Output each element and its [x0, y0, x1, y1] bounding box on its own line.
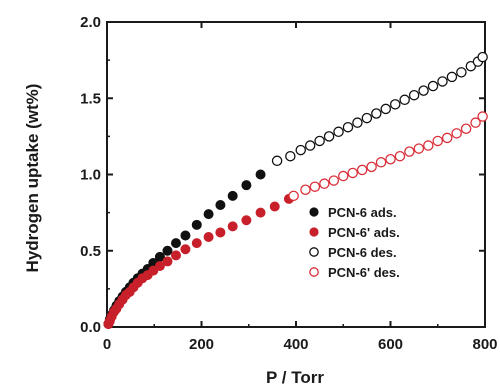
data-point: [192, 220, 201, 229]
x-tick-label: 200: [189, 336, 214, 353]
y-tick-label: 0.0: [80, 319, 101, 336]
x-tick-label: 800: [472, 336, 497, 353]
data-point: [329, 176, 338, 185]
data-point: [433, 136, 442, 145]
data-point: [452, 129, 461, 138]
data-point: [339, 171, 348, 180]
data-point: [405, 147, 414, 156]
data-point: [256, 208, 265, 217]
x-axis-title: P / Torr: [266, 368, 324, 387]
legend-marker: [310, 268, 318, 276]
data-point: [163, 246, 172, 255]
series-4: [289, 112, 487, 200]
data-point: [204, 210, 213, 219]
data-point: [301, 185, 310, 194]
data-point: [181, 245, 190, 254]
y-tick-label: 1.0: [80, 167, 101, 184]
legend-marker: [310, 248, 318, 256]
data-point: [320, 179, 329, 188]
y-axis-title: Hydrogen uptake (wt%): [23, 84, 42, 273]
legend-marker: [310, 228, 318, 236]
data-point: [216, 228, 225, 237]
data-point: [192, 239, 201, 248]
data-point: [343, 123, 352, 132]
data-point: [289, 191, 298, 200]
plot-area-border: [107, 22, 485, 327]
legend-label: PCN-6 des.: [328, 245, 397, 260]
x-tick-label: 600: [378, 336, 403, 353]
data-point: [171, 251, 180, 260]
y-tick-label: 2.0: [80, 14, 101, 31]
data-point: [367, 162, 376, 171]
data-series: [104, 52, 487, 328]
data-point: [358, 165, 367, 174]
data-point: [242, 181, 251, 190]
data-point: [353, 118, 362, 127]
axis-ticks: 0 200 400 600 800 0.0 0.5 1.0 1.5 2.0: [80, 14, 497, 353]
data-point: [443, 133, 452, 142]
legend-label: PCN-6 ads.: [328, 205, 397, 220]
data-point: [478, 52, 487, 61]
data-point: [315, 136, 324, 145]
y-tick-label: 0.5: [80, 243, 101, 260]
data-point: [372, 109, 381, 118]
data-point: [395, 152, 404, 161]
data-point: [204, 232, 213, 241]
data-point: [414, 144, 423, 153]
data-point: [424, 141, 433, 150]
data-point: [256, 170, 265, 179]
data-point: [419, 86, 428, 95]
legend: PCN-6 ads. PCN-6' ads. PCN-6 des. PCN-6' de…: [310, 205, 400, 280]
series-3: [273, 52, 488, 165]
data-point: [310, 182, 319, 191]
data-point: [462, 124, 471, 133]
data-point: [296, 146, 305, 155]
data-point: [273, 156, 282, 165]
data-point: [306, 141, 315, 150]
legend-label: PCN-6' des.: [328, 265, 400, 280]
plot-frame: [107, 22, 485, 327]
data-point: [410, 91, 419, 100]
data-point: [242, 216, 251, 225]
x-tick-label: 0: [103, 336, 111, 353]
data-point: [478, 112, 487, 121]
data-point: [362, 113, 371, 122]
data-point: [286, 152, 295, 161]
data-point: [216, 200, 225, 209]
data-point: [163, 257, 172, 266]
series-2: [104, 194, 294, 328]
data-point: [447, 72, 456, 81]
data-point: [270, 202, 279, 211]
data-point: [400, 95, 409, 104]
data-point: [457, 68, 466, 77]
data-point: [228, 222, 237, 231]
data-point: [171, 239, 180, 248]
data-point: [324, 132, 333, 141]
data-point: [428, 81, 437, 90]
data-point: [348, 168, 357, 177]
y-tick-label: 1.5: [80, 90, 101, 107]
data-point: [381, 104, 390, 113]
data-point: [376, 158, 385, 167]
legend-label: PCN-6' ads.: [328, 225, 400, 240]
data-point: [438, 77, 447, 86]
data-point: [228, 191, 237, 200]
data-point: [181, 231, 190, 240]
x-tick-label: 400: [283, 336, 308, 353]
legend-marker: [310, 208, 318, 216]
data-point: [386, 155, 395, 164]
data-point: [391, 100, 400, 109]
data-point: [334, 127, 343, 136]
